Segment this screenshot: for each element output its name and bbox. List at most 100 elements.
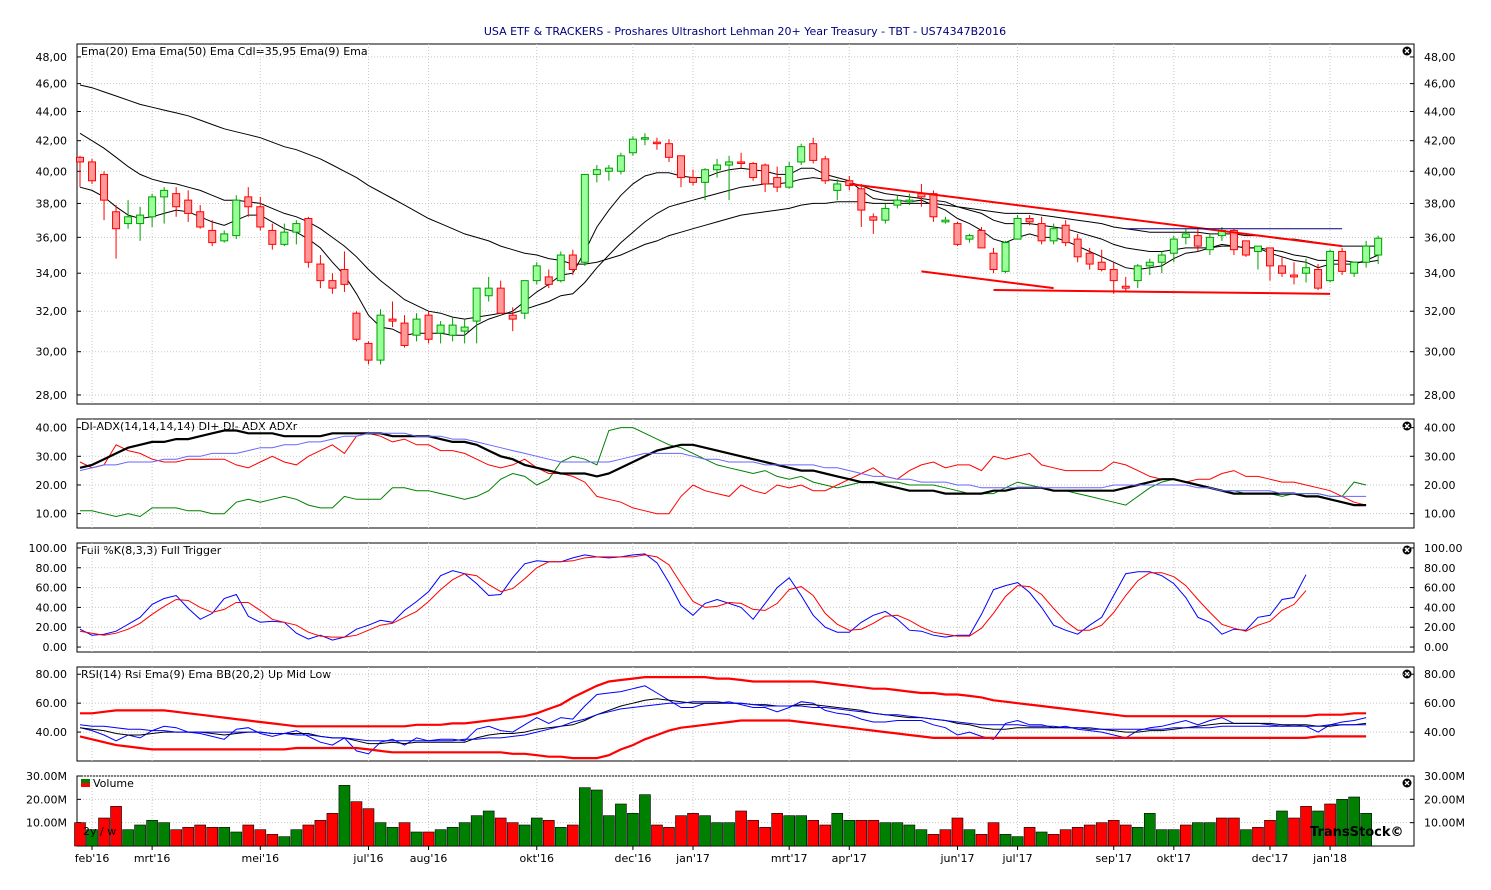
y-tick-label-right: 36,00 [1424,231,1456,244]
volume-bar [675,815,687,847]
volume-bar [542,820,555,847]
volume-bar [831,813,844,847]
volume-bar [891,822,904,847]
candle [196,205,205,229]
candle-body [1145,261,1154,267]
candle [797,143,806,166]
volume-bar [110,806,122,847]
candle-body [604,167,613,172]
volume-bar [434,829,447,847]
candle-body [352,312,361,340]
volume-bar [1216,817,1228,847]
volume-bar [963,829,976,847]
volume-bar [410,831,423,847]
y-tick-label-right: 28,00 [1424,389,1456,402]
volume-bar [494,817,507,847]
volume-bar [1047,834,1060,847]
volume-bar [687,813,699,847]
candle-body [76,156,84,163]
volume-bar [1083,824,1096,847]
legend-item: ADX [239,420,266,433]
candle [1121,276,1130,292]
volume-bar [975,834,988,847]
candle [1338,247,1347,276]
y-tick-label-left: 36,00 [36,231,68,244]
candle-body [893,199,902,206]
x-axis: feb'16 mrt'16 mei'16 jul'16 aug'16 okt'16 dec'… [75,846,1347,865]
volume-bar [795,815,808,847]
candle-body [701,169,710,183]
candle-body [592,169,601,175]
legend-item: ADXr [266,420,298,433]
candle [953,221,962,247]
candle-body [1181,233,1190,238]
candle [1253,245,1262,270]
watermark: TransStock© [1310,825,1403,840]
candle-body [1326,250,1335,282]
candle [905,193,914,206]
y-tick-label-left: 10.00 [36,508,68,521]
x-tick-label: mrt'17 [771,852,808,865]
candle [292,220,301,245]
candle [160,187,169,224]
legend-item: Trigger [180,544,222,557]
close-icon-cross [1404,780,1410,786]
candle-body [148,196,157,218]
candle [412,313,421,342]
volume-bar [1131,827,1144,847]
volume-bar [1360,813,1372,847]
volume-bar [506,822,519,847]
volume-bar [1071,827,1084,847]
candle-body [640,137,649,140]
series-adxr [79,432,1367,497]
y-tick-label-left: 30,00 [36,346,68,359]
volume-bar [338,785,351,847]
legend-item: DI+ [195,420,219,433]
volume-bar [74,822,86,847]
volume-bar [1095,822,1108,847]
candle [1145,258,1154,276]
legend-item: Ema(50) [156,45,206,58]
candle [616,152,625,175]
x-tick-label: jan'17 [675,852,710,865]
y-tick-label-right: 46,00 [1424,78,1456,91]
y-tick-label-left: 32,00 [36,305,68,318]
candle [124,200,133,229]
candle [1169,235,1178,263]
close-icon [1402,545,1412,555]
candle-body [484,287,493,297]
candle-body [244,196,253,208]
volume-bar [1264,820,1276,847]
panels: Ema(20) Ema Ema(50) Ema Cdl=35,95 Ema(9)… [26,43,1465,847]
close-icon [1402,778,1412,788]
panel-legend: Full %K(8,3,3) Full Trigger [81,544,222,557]
y-tick-label-left: 40,00 [36,165,68,178]
candle-body [1133,265,1142,282]
candle [256,196,265,231]
candle [208,220,217,247]
y-tick-label-right: 100.00 [1424,542,1463,555]
x-tick-label: aug'16 [410,852,448,865]
candle [833,179,842,201]
volume-bar [314,820,327,847]
y-tick-label-right: 40,00 [1424,165,1456,178]
x-tick-label: sep'17 [1095,852,1132,865]
y-tick-label-left: 34,00 [36,267,68,280]
volume-bar [819,824,832,847]
y-tick-label-left: 60.00 [36,582,68,595]
y-tick-label-left: 20.00M [26,793,67,806]
candle [821,155,830,184]
legend-item: Ema [128,45,156,58]
y-tick-label-right: 40.00 [1424,422,1456,435]
candle [1193,228,1202,252]
candle [1061,220,1070,247]
candle-body [1037,223,1046,242]
volume-bar [1312,810,1324,847]
candle-body [1001,242,1010,272]
candle-body [1374,237,1383,256]
x-tick-label: jun'17 [939,852,974,865]
candle [809,137,818,164]
x-tick-label: jul'17 [1002,852,1033,865]
candle [1278,256,1286,277]
candle [112,205,121,259]
